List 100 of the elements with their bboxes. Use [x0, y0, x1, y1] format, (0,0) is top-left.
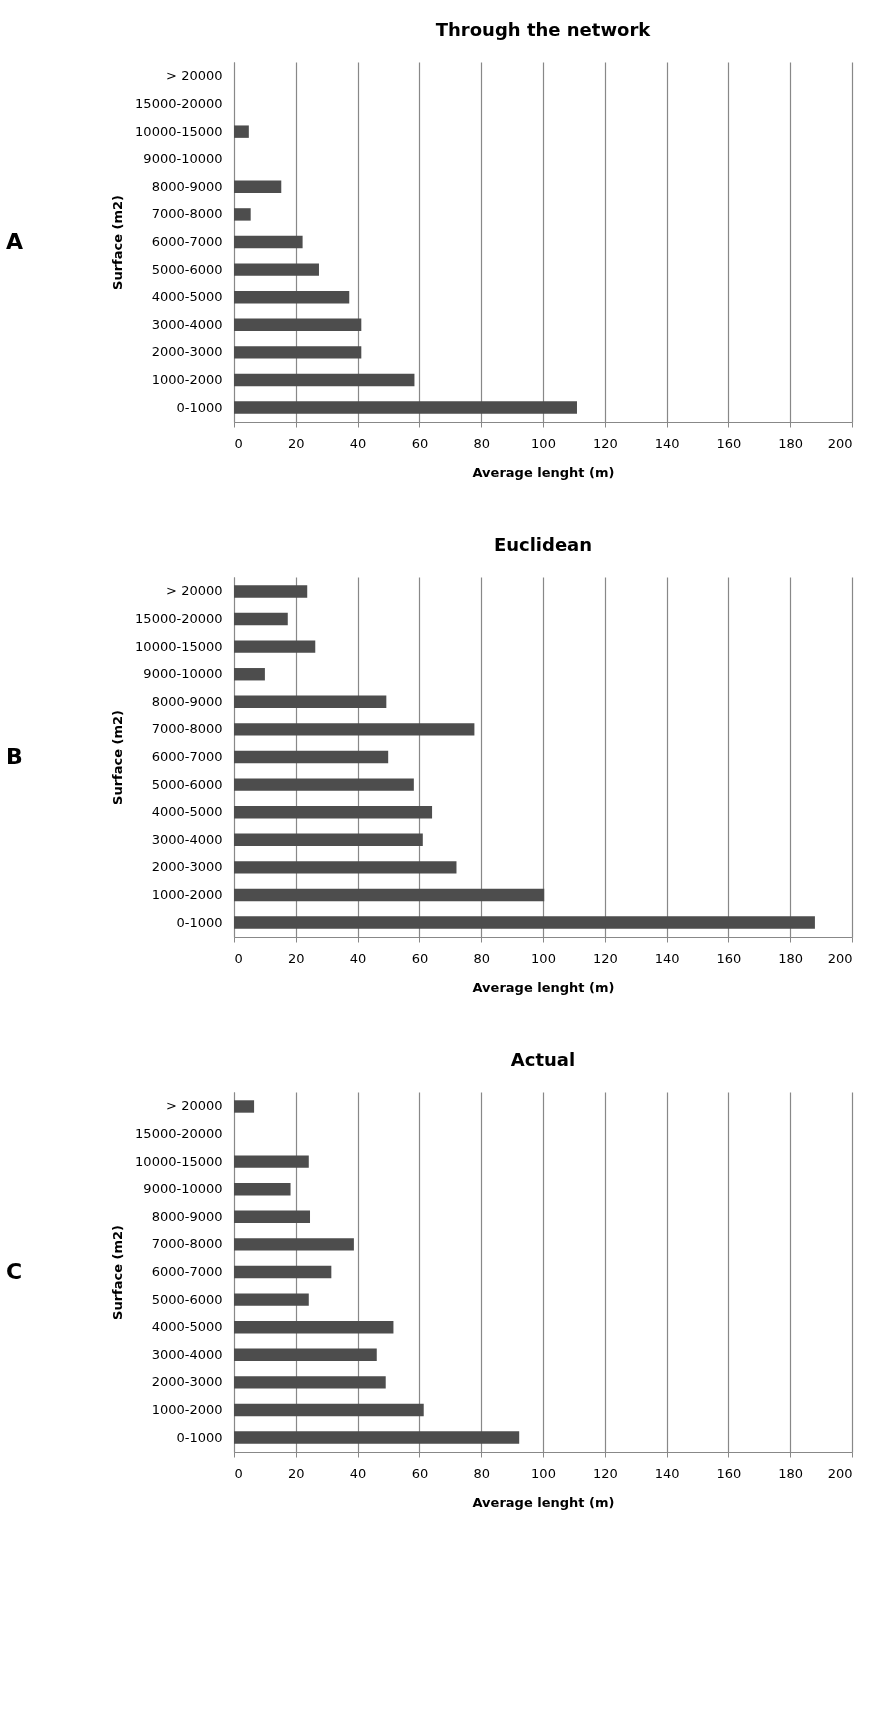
bar [234, 805, 433, 819]
x-axis-title: Average lenght (m) [472, 1494, 615, 1510]
x-tick-label: 180 [778, 435, 804, 451]
bar [234, 318, 362, 331]
y-tick-label: 4000-5000 [151, 1319, 223, 1335]
x-tick-label: 180 [778, 1465, 804, 1481]
x-tick-label: 80 [473, 950, 490, 966]
x-tick-label: 60 [411, 1465, 429, 1481]
bar [234, 612, 288, 626]
bar [234, 778, 414, 791]
y-tick-label: 2000-3000 [151, 344, 223, 360]
bar [234, 1238, 354, 1251]
bar [234, 125, 249, 138]
x-tick-label: 40 [349, 950, 367, 966]
x-tick-label: 140 [654, 435, 680, 451]
text: A [6, 229, 24, 254]
x-tick-label: 20 [288, 950, 305, 966]
bar [234, 1293, 309, 1306]
x-tick-label: 100 [531, 435, 556, 451]
y-tick-label: 10000-15000 [135, 1153, 223, 1169]
chart-title: Through the network [435, 19, 652, 40]
y-tick-label: 15000-20000 [135, 1126, 223, 1142]
x-tick-label: 200 [827, 1465, 853, 1481]
bar [234, 290, 350, 304]
y-tick-label: 0-1000 [176, 914, 223, 930]
x-tick-label: 160 [716, 435, 742, 451]
bar [234, 723, 475, 736]
x-tick-label: 120 [592, 950, 618, 966]
bar [234, 373, 415, 387]
y-tick-label: 3000-4000 [151, 316, 223, 332]
y-tick-label: 6000-7000 [151, 749, 223, 764]
y-tick-label: 15000-20000 [135, 611, 223, 627]
chart-title: Euclidean [493, 534, 593, 555]
y-tick-label: 8000-9000 [151, 693, 223, 709]
bar [234, 1376, 386, 1389]
y-tick-label: 9000-10000 [143, 1181, 223, 1197]
y-tick-label: 7000-8000 [151, 721, 223, 737]
x-tick-label: 120 [592, 1465, 618, 1481]
y-tick-label: 5000-6000 [151, 776, 223, 792]
y-axis-title: Surface (m2) [110, 1225, 126, 1320]
bar [234, 1320, 394, 1334]
y-axis-title: Surface (m2) [110, 195, 126, 290]
x-tick-label: 60 [411, 435, 429, 451]
x-axis-title: Average lenght (m) [472, 464, 615, 480]
x-tick-label: 200 [827, 435, 853, 451]
y-tick-label: 0-1000 [176, 1429, 223, 1445]
bar [234, 640, 316, 653]
chart-title: Actual [510, 1049, 576, 1070]
y-tick-label: 5000-6000 [151, 261, 223, 277]
x-tick-label: 20 [288, 1465, 305, 1481]
bar [234, 208, 251, 221]
y-tick-label: 10000-15000 [135, 123, 223, 139]
bar [234, 1210, 311, 1224]
bar [234, 1348, 377, 1361]
y-axis-title: Surface (m2) [110, 710, 126, 805]
x-axis-title: Average lenght (m) [472, 979, 615, 995]
y-tick-label: 2000-3000 [151, 859, 223, 875]
bar [234, 1100, 255, 1113]
y-tick-label: 8000-9000 [151, 1208, 223, 1224]
y-tick-label: 7000-8000 [151, 206, 223, 222]
y-tick-label: 9000-10000 [143, 666, 223, 682]
bar [234, 401, 577, 414]
y-tick-label: 2000-3000 [151, 1374, 223, 1390]
x-tick-label: 0 [234, 1465, 243, 1481]
bar [234, 888, 545, 902]
bar [234, 1431, 520, 1444]
y-tick-label: 6000-7000 [151, 1264, 223, 1279]
text: B [6, 744, 23, 769]
bar [234, 833, 423, 846]
bar [234, 750, 389, 764]
x-tick-label: 60 [411, 950, 429, 966]
y-tick-label: > 20000 [166, 583, 223, 599]
x-tick-label: 140 [654, 950, 680, 966]
bar [234, 916, 815, 929]
bar [234, 861, 457, 874]
x-tick-label: 120 [592, 435, 618, 451]
y-tick-label: > 20000 [166, 1098, 223, 1114]
y-tick-label: 4000-5000 [151, 289, 223, 305]
y-tick-label: 8000-9000 [151, 178, 223, 194]
x-tick-label: 40 [349, 1465, 367, 1481]
y-tick-label: 3000-4000 [151, 1346, 223, 1362]
y-tick-label: 10000-15000 [135, 638, 223, 654]
bar [234, 263, 319, 276]
y-tick-label: 1000-2000 [151, 1401, 223, 1417]
y-tick-label: 4000-5000 [151, 804, 223, 820]
x-tick-label: 0 [234, 950, 243, 966]
x-tick-label: 100 [531, 1465, 556, 1481]
x-tick-label: 180 [778, 950, 804, 966]
x-tick-label: 200 [827, 950, 853, 966]
bar [234, 695, 387, 709]
bar [234, 235, 303, 249]
y-tick-label: 6000-7000 [151, 234, 223, 249]
bar [234, 1403, 424, 1417]
x-tick-label: 100 [531, 950, 556, 966]
bar [234, 1183, 291, 1196]
y-tick-label: 3000-4000 [151, 831, 223, 847]
x-tick-label: 80 [473, 435, 490, 451]
bar [234, 180, 282, 194]
x-tick-label: 160 [716, 950, 742, 966]
bar [234, 1265, 332, 1279]
